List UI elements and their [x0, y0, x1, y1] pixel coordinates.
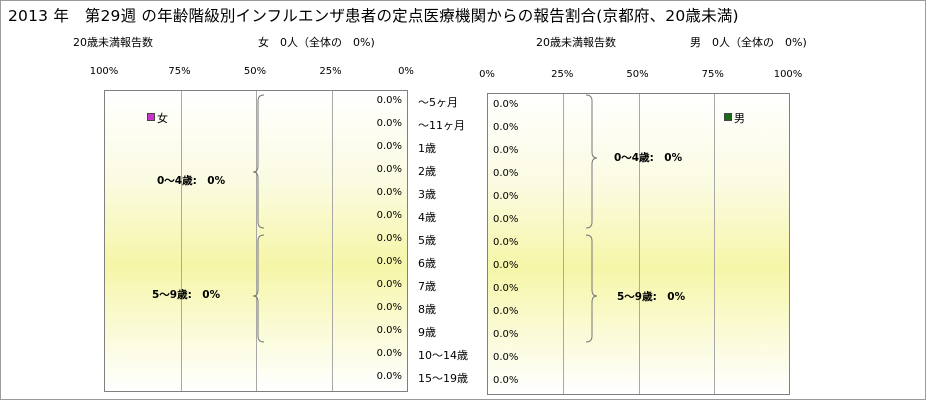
male-value-label: 0.0% [493, 375, 519, 387]
male-value-label: 0.0% [493, 213, 519, 225]
female-legend-swatch [147, 113, 155, 121]
age-group-label: 10～14歳 [418, 349, 468, 363]
female-x-tick: 75% [168, 66, 191, 77]
age-group-label: 2歳 [418, 164, 436, 178]
female-x-tick: 50% [243, 66, 267, 77]
male-value-label: 0.0% [493, 98, 519, 110]
male-gridline [563, 94, 565, 394]
male-value-label: 0.0% [493, 144, 519, 156]
male-value-label: 0.0% [493, 329, 519, 341]
female-value-label: 0.0% [376, 256, 402, 268]
male-legend-swatch [724, 113, 732, 121]
age-group-label: ～5ヶ月 [418, 95, 458, 109]
female-value-label: 0.0% [376, 209, 402, 221]
male-summary-label: 20歳未満報告数 [536, 36, 616, 49]
male-value-label: 0.0% [493, 190, 519, 202]
age-group-label: 15～19歳 [418, 372, 468, 386]
female-value-label: 0.0% [376, 325, 402, 337]
female-gridline [331, 91, 333, 391]
age-group-label: 9歳 [418, 326, 436, 340]
female-group-label-5-9: 5～9歳: 0% [152, 289, 221, 301]
age-group-label: 4歳 [418, 210, 436, 224]
female-value-label: 0.0% [376, 163, 402, 175]
male-value-label: 0.0% [493, 237, 519, 248]
female-value-label: 0.0% [376, 302, 402, 314]
female-x-tick: 100% [89, 66, 119, 77]
male-plot-area [487, 93, 790, 395]
male-x-tick: 25% [551, 69, 574, 80]
female-value-label: 0.0% [376, 140, 402, 152]
female-x-tick: 0% [398, 66, 414, 77]
chart-title: 2013 年 第29週 の年齢階級別インフルエンザ患者の定点医療機関からの報告割… [8, 7, 739, 25]
female-plot-area [104, 90, 408, 392]
male-summary-value: 男 0人（全体の 0%) [690, 36, 807, 49]
male-brace-0-4 [585, 94, 598, 229]
female-brace-0-4 [252, 94, 265, 229]
male-group-label-5-9: 5～9歳: 0% [617, 291, 686, 303]
female-brace-5-9 [252, 234, 265, 343]
male-legend: 男 [724, 110, 745, 126]
female-value-label: 0.0% [376, 233, 402, 244]
age-group-label: 1歳 [418, 141, 436, 155]
female-value-label: 0.0% [376, 279, 402, 291]
male-x-tick: 0% [479, 69, 495, 80]
male-group-label-0-4: 0～4歳: 0% [614, 152, 683, 164]
age-group-label: 7歳 [418, 280, 436, 294]
female-summary-label: 20歳未満報告数 [73, 36, 153, 49]
age-group-label: 6歳 [418, 257, 436, 271]
female-value-label: 0.0% [376, 348, 402, 360]
female-summary-value: 女 0人（全体の 0%) [258, 36, 375, 49]
male-gridline [713, 94, 715, 394]
male-brace-5-9 [585, 234, 598, 343]
female-x-tick: 25% [319, 66, 342, 77]
age-group-label: 3歳 [418, 187, 436, 201]
female-value-label: 0.0% [376, 186, 402, 198]
female-gridline [180, 91, 182, 391]
male-value-label: 0.0% [493, 167, 519, 179]
female-gridline [256, 91, 257, 391]
male-value-label: 0.0% [493, 260, 519, 272]
male-x-tick: 50% [626, 69, 649, 80]
female-legend: 女 [147, 110, 168, 126]
female-value-label: 0.0% [376, 94, 402, 106]
female-value-label: 0.0% [376, 117, 402, 129]
male-legend-label: 男 [734, 112, 745, 125]
age-group-label: ～11ヶ月 [418, 118, 465, 132]
male-x-tick: 100% [773, 69, 803, 80]
male-x-tick: 75% [701, 69, 724, 80]
male-value-label: 0.0% [493, 306, 519, 318]
male-value-label: 0.0% [493, 283, 519, 295]
female-value-label: 0.0% [376, 371, 402, 383]
female-group-label-0-4: 0～4歳: 0% [157, 175, 226, 187]
age-group-label: 8歳 [418, 303, 436, 317]
male-value-label: 0.0% [493, 121, 519, 133]
male-gridline [638, 94, 640, 394]
female-legend-label: 女 [157, 112, 168, 125]
age-group-label: 5歳 [418, 234, 436, 247]
male-value-label: 0.0% [493, 352, 519, 364]
